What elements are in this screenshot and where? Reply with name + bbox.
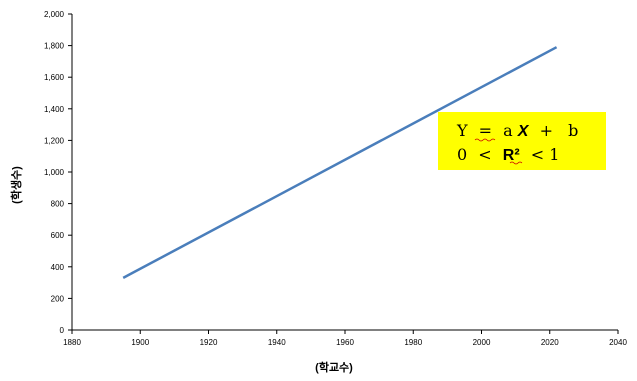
one-value: 1 [549, 145, 559, 164]
less-than-1: < [478, 145, 491, 164]
x-tick-label: 2020 [541, 338, 559, 347]
spellcheck-underline-2 [509, 161, 523, 165]
x-tick-labels: 1880 1900 1920 1940 1960 1980 2000 2020 2040 [63, 338, 627, 347]
series-layer [122, 46, 558, 279]
x-symbol: X [517, 123, 530, 140]
x-tick-label: 1960 [336, 338, 354, 347]
series-line-0 [122, 46, 558, 279]
y-tick-label: 600 [51, 231, 65, 240]
equals-sign: = [479, 121, 492, 140]
y-tick-label: 200 [51, 294, 65, 303]
less-than-2: < [531, 145, 544, 164]
y-symbol: Y [456, 121, 468, 140]
coef-b: b [568, 121, 578, 140]
y-tick-label: 1,800 [44, 42, 65, 51]
x-tick-label: 1880 [63, 338, 81, 347]
y-tick-label: 1,200 [44, 136, 65, 145]
coef-a: a [503, 121, 513, 140]
x-tick-label: 2000 [473, 338, 491, 347]
equation-annotation: Y = a X + b 0 < R² < 1 [438, 112, 606, 170]
y-tick-label: 1,400 [44, 105, 65, 114]
y-axis-title: (학생수) [9, 166, 23, 204]
x-axis-title: (학교수) [315, 360, 353, 374]
y-tick-label: 400 [51, 263, 65, 272]
plus-sign: + [540, 121, 553, 140]
x-tick-label: 2040 [609, 338, 627, 347]
r-squared: R² [503, 147, 520, 164]
annotation-line-1: Y = a X + b [456, 121, 578, 140]
y-tick-label: 0 [60, 326, 65, 335]
y-tick-label: 800 [51, 200, 65, 209]
spellcheck-underline [474, 138, 496, 142]
zero-value: 0 [457, 145, 467, 164]
annotation-line-2: 0 < R² < 1 [457, 145, 559, 164]
annotation-box [438, 112, 606, 170]
x-tick-label: 1920 [200, 338, 218, 347]
y-tick-label: 2,000 [44, 10, 65, 19]
y-tick-label: 1,000 [44, 168, 65, 177]
x-tick-label: 1900 [131, 338, 149, 347]
x-tick-label: 1940 [268, 338, 286, 347]
x-tick-label: 1980 [404, 338, 422, 347]
y-tick-label: 1,600 [44, 73, 65, 82]
y-tick-labels: 0 200 400 600 800 1,000 1,200 1,400 1,600 1,800 2,… [44, 10, 65, 335]
tick-marks [68, 13, 619, 334]
